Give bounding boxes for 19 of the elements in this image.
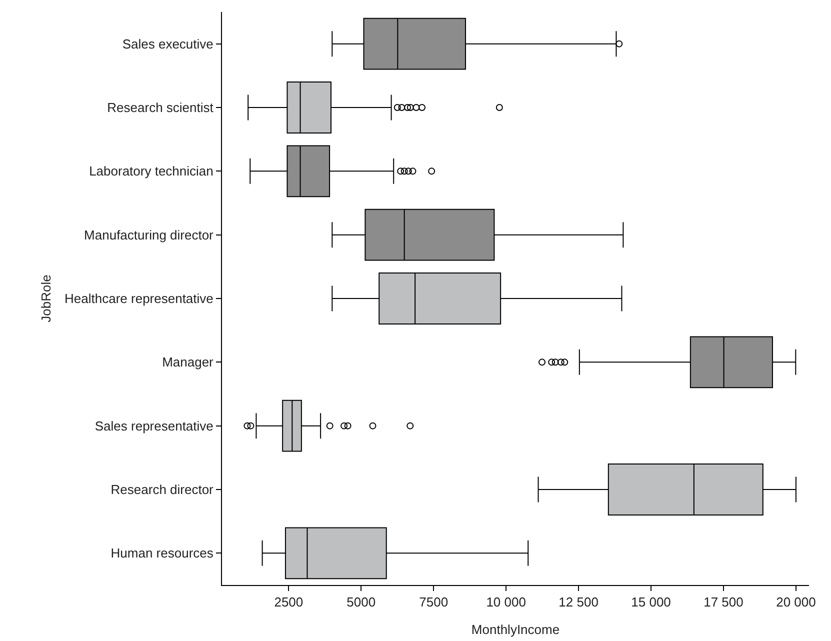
- y-tick-label: Sales representative: [94, 418, 214, 434]
- x-axis-title: MonthlyIncome: [471, 622, 560, 637]
- y-tick-label: Healthcare representative: [64, 291, 214, 306]
- x-tick-label: 7500: [419, 594, 448, 610]
- x-tick-label: 20 000: [776, 594, 816, 610]
- y-tick-label: Human resources: [110, 546, 214, 561]
- y-tick-label: Manager: [162, 354, 214, 370]
- y-tick-label: Sales executive: [122, 36, 214, 52]
- x-tick-label: 2500: [274, 594, 304, 610]
- y-axis-title: JobRole: [38, 274, 54, 322]
- x-tick-label: 12 500: [558, 594, 598, 610]
- y-tick-label: Laboratory technician: [89, 164, 214, 179]
- x-tick-label: 17 500: [704, 594, 744, 610]
- y-tick-label: Research director: [110, 482, 214, 498]
- x-tick-label: 15 000: [631, 594, 671, 610]
- x-tick-label: 10 000: [486, 594, 526, 610]
- y-tick-label: Research scientist: [107, 100, 214, 116]
- y-tick-label: Manufacturing director: [84, 227, 214, 242]
- x-tick-label: 5000: [346, 594, 376, 610]
